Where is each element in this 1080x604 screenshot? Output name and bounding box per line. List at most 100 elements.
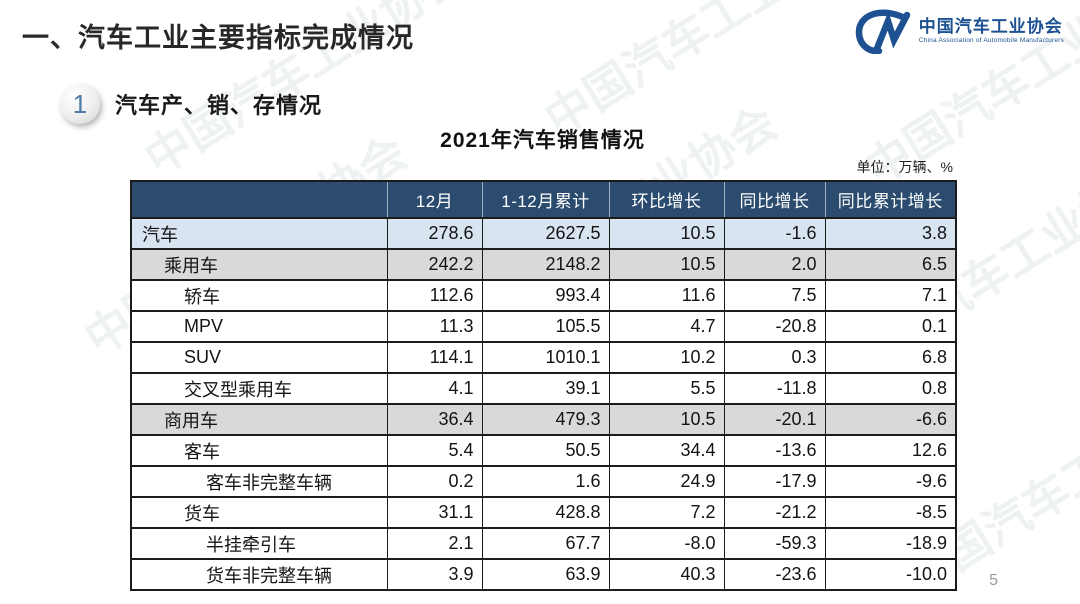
table-cell: 4.1 [386,372,482,404]
table-cell: 1.6 [481,465,609,497]
column-header: 环比增长 [608,181,724,218]
table-cell: 24.9 [608,465,724,497]
column-header: 同比累计增长 [824,181,956,218]
table-cell: 2.1 [386,527,482,559]
watermark-text: 中国汽车工业协会 [535,0,876,146]
table-cell: 39.1 [481,372,609,404]
table-cell: 11.3 [386,310,482,342]
row-label: 交叉型乘用车 [131,372,387,404]
column-header: 1-12月累计 [481,181,609,218]
table-cell: -11.8 [723,372,825,404]
table-cell: 5.4 [386,434,482,466]
table-row: 客车 5.4 50.5 34.4 -13.6 12.6 [131,434,956,466]
table-row: 交叉型乘用车 4.1 39.1 5.5 -11.8 0.8 [131,372,956,404]
table-cell: -8.0 [608,527,724,559]
table-row: 客车非完整车辆 0.2 1.6 24.9 -17.9 -9.6 [131,465,956,497]
table-row: 汽车 278.6 2627.5 10.5 -1.6 3.8 [131,217,956,249]
unit-note: 单位：万辆、% [856,159,953,175]
table-cell: -18.9 [824,527,956,559]
table-cell: 40.3 [608,558,724,590]
section-heading: 1 汽车产、销、存情况 [60,84,322,124]
table-cell: -20.1 [723,403,825,435]
table-cell: 7.1 [824,279,956,311]
table-cell: 2627.5 [481,217,609,249]
table-cell: 10.5 [608,248,724,280]
corner-header-cell [131,181,387,218]
table-cell: 0.3 [723,341,825,373]
table-cell: -59.3 [723,527,825,559]
table-cell: 36.4 [386,403,482,435]
column-header: 12月 [386,181,482,218]
table-cell: -13.6 [723,434,825,466]
table-cell: -8.5 [824,496,956,528]
page-title: 一、汽车工业主要指标完成情况 [22,23,414,53]
table-row: 货车 31.1 428.8 7.2 -21.2 -8.5 [131,496,956,528]
row-label: 乘用车 [131,248,387,280]
table-cell: 114.1 [386,341,482,373]
row-label: 半挂牵引车 [131,527,387,559]
table-cell: 10.5 [608,217,724,249]
table-cell: 0.1 [824,310,956,342]
table-cell: 10.5 [608,403,724,435]
sales-table: 12月 1-12月累计 环比增长 同比增长 同比累计增长 汽车 278.6 2627.5 10… [130,180,957,591]
table-cell: 0.2 [386,465,482,497]
table-cell: 7.5 [723,279,825,311]
table-cell: -1.6 [723,217,825,249]
table-cell: 7.2 [608,496,724,528]
table-row: 商用车 36.4 479.3 10.5 -20.1 -6.6 [131,403,956,435]
table-row: 轿车 112.6 993.4 11.6 7.5 7.1 [131,279,956,311]
table-cell: 50.5 [481,434,609,466]
table-cell: 0.8 [824,372,956,404]
row-label: 汽车 [131,217,387,249]
table-cell: 278.6 [386,217,482,249]
table-cell: -21.2 [723,496,825,528]
table-cell: 105.5 [481,310,609,342]
table-cell: 34.4 [608,434,724,466]
caam-monogram-icon [855,8,911,54]
row-label: MPV [131,310,387,342]
column-header: 同比增长 [723,181,825,218]
row-label: SUV [131,341,387,373]
table-cell: -10.0 [824,558,956,590]
table-cell: -9.6 [824,465,956,497]
table-row: SUV 114.1 1010.1 10.2 0.3 6.8 [131,341,956,373]
table-cell: 993.4 [481,279,609,311]
table-cell: 2.0 [723,248,825,280]
table-cell: 479.3 [481,403,609,435]
table-cell: 63.9 [481,558,609,590]
table-cell: 6.5 [824,248,956,280]
table-cell: 12.6 [824,434,956,466]
table-cell: -17.9 [723,465,825,497]
table-cell: -6.6 [824,403,956,435]
table-cell: 112.6 [386,279,482,311]
table-cell: 2148.2 [481,248,609,280]
table-cell: 5.5 [608,372,724,404]
table-cell: 3.8 [824,217,956,249]
logo-name-cn: 中国汽车工业协会 [918,17,1063,36]
section-title: 汽车产、销、存情况 [115,93,323,118]
table-cell: 31.1 [386,496,482,528]
table-row: 半挂牵引车 2.1 67.7 -8.0 -59.3 -18.9 [131,527,956,559]
section-badge: 1 [60,84,100,124]
table-cell: 11.6 [608,279,724,311]
row-label: 货车非完整车辆 [131,558,387,590]
table-cell: 242.2 [386,248,482,280]
table-cell: 428.8 [481,496,609,528]
table-cell: 3.9 [386,558,482,590]
row-label: 客车非完整车辆 [131,465,387,497]
row-label: 商用车 [131,403,387,435]
table-row: 乘用车 242.2 2148.2 10.5 2.0 6.5 [131,248,956,280]
table-cell: 1010.1 [481,341,609,373]
caam-logo: 中国汽车工业协会 China Association of Automobile… [855,8,1064,54]
table-row: 货车非完整车辆 3.9 63.9 40.3 -23.6 -10.0 [131,558,956,590]
table-cell: 10.2 [608,341,724,373]
table-cell: -20.8 [723,310,825,342]
table-title: 2021年汽车销售情况 [440,129,645,152]
row-label: 货车 [131,496,387,528]
table-cell: -23.6 [723,558,825,590]
table-header-row: 12月 1-12月累计 环比增长 同比增长 同比累计增长 [131,181,956,218]
page-number: 5 [989,572,998,589]
row-label: 客车 [131,434,387,466]
table-row: MPV 11.3 105.5 4.7 -20.8 0.1 [131,310,956,342]
table-cell: 6.8 [824,341,956,373]
